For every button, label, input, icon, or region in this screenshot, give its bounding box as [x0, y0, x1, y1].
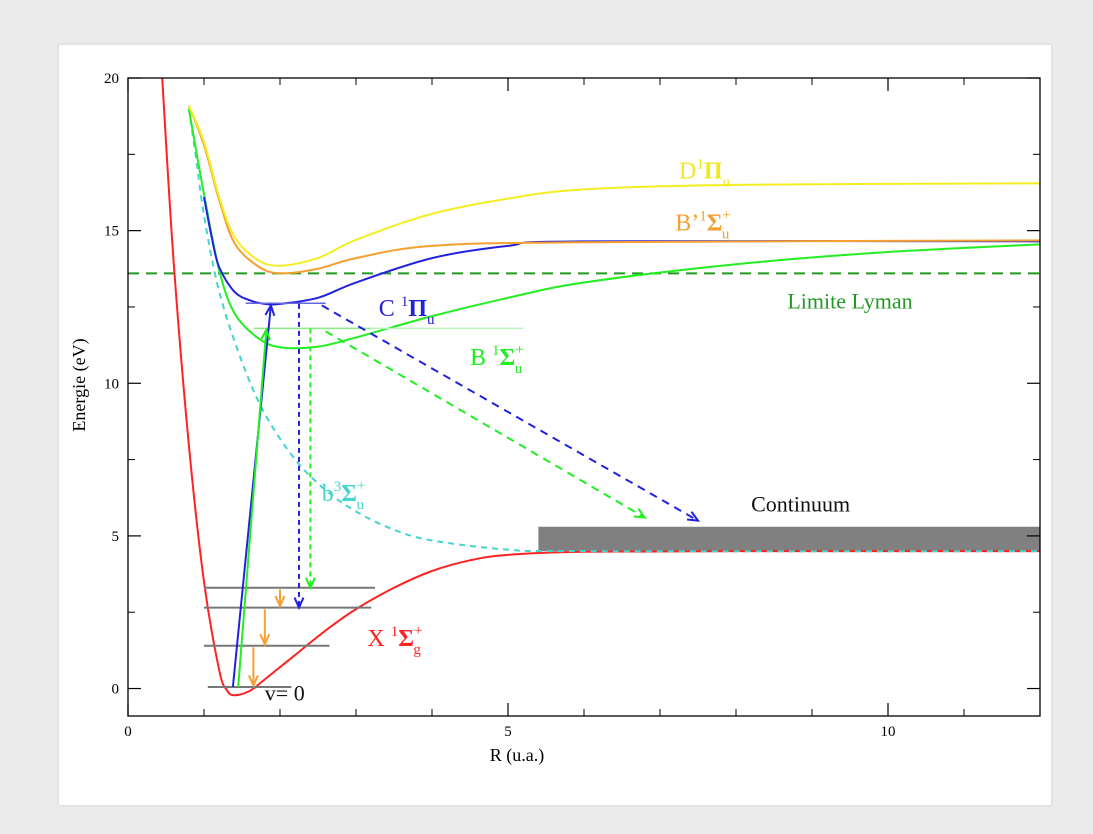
state-label-Bp: B’1Σ+ u — [675, 208, 731, 243]
state-label-C: C 1Πu — [379, 294, 435, 328]
arrow-head — [264, 302, 276, 317]
continuum-band — [538, 526, 1040, 552]
arrow-shaft — [231, 305, 272, 688]
curve-B — [187, 108, 1040, 350]
transition-arrow-6 — [274, 589, 286, 609]
transition-arrow-1 — [237, 327, 271, 688]
arrow-head — [274, 595, 286, 609]
transition-arrow-8 — [248, 647, 259, 688]
curve-D — [187, 105, 1040, 267]
transition-arrow-4 — [321, 304, 701, 522]
arrow-shaft — [237, 329, 268, 688]
y-tick-label: 15 — [104, 224, 119, 240]
arrow-head — [260, 327, 271, 341]
annotation-label-1: Continuum — [751, 491, 850, 516]
y-tick-label: 0 — [112, 682, 120, 698]
arrow-head — [686, 511, 701, 522]
arrow-head — [633, 508, 647, 519]
state-label-X: X 1Σ+ g — [367, 623, 422, 658]
state-label-D: D1Πu — [679, 157, 731, 191]
figure-card: D1Πu B’1Σ+ u C 1Πu B 1Σ+ u b3Σ+ u X 1Σ+ g Limite L… — [58, 44, 1052, 806]
y-tick-label: 5 — [112, 529, 120, 545]
state-label-B: B 1Σ+ u — [470, 342, 524, 377]
x-tick-label: 10 — [881, 724, 896, 740]
transition-arrow-2 — [293, 303, 305, 611]
transition-arrow-3 — [305, 328, 316, 591]
arrow-head — [293, 597, 305, 611]
x-tick-label: 0 — [124, 724, 132, 740]
y-tick-label: 10 — [104, 376, 119, 392]
transition-arrow-7 — [259, 609, 271, 647]
transition-arrow-0 — [231, 302, 276, 688]
arrow-shaft — [325, 330, 646, 519]
arrow-shaft — [321, 304, 699, 522]
curve-Bp — [187, 105, 1040, 275]
annotation-label-0: Limite Lyman — [787, 288, 912, 313]
x-axis-label: R (u.a.) — [490, 745, 544, 766]
potential-energy-chart: D1Πu B’1Σ+ u C 1Πu B 1Σ+ u b3Σ+ u X 1Σ+ g Limite L… — [69, 71, 1041, 766]
y-axis-label: Energie (eV) — [69, 338, 90, 431]
state-label-b: b3Σ+ u — [322, 478, 366, 513]
y-tick-label: 20 — [104, 71, 119, 87]
transition-arrow-5 — [325, 330, 647, 519]
arrow-head — [248, 675, 259, 688]
arrow-head — [259, 633, 271, 647]
arrow-head — [305, 577, 316, 591]
x-tick-label: 5 — [504, 724, 512, 740]
curve-X — [161, 78, 1040, 697]
curve-b — [187, 108, 1040, 553]
annotation-label-2: v= 0 — [265, 681, 305, 706]
